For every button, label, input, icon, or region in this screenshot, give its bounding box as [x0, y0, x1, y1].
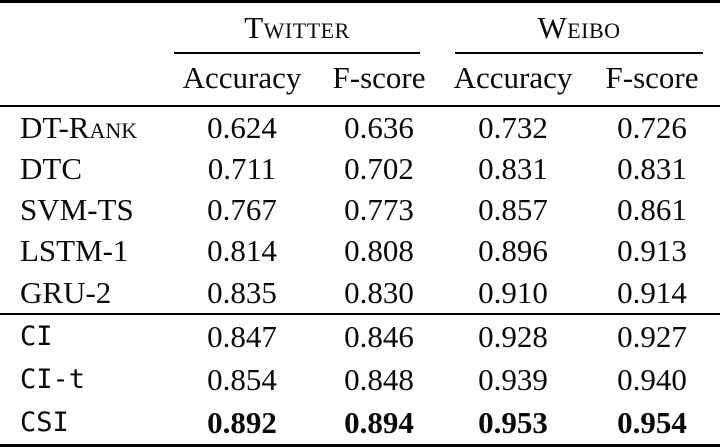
group-header-row: Twitter Weibo: [0, 1, 720, 108]
column-group-weibo: Weibo: [442, 2, 720, 55]
group-underline-twitter: Twitter: [174, 3, 420, 55]
table-row: CI-t 0.854 0.848 0.939 0.940: [0, 358, 720, 401]
cell-value: 0.940: [617, 361, 687, 397]
cell-value: 0.910: [442, 271, 584, 315]
row-label: CI-t: [20, 363, 86, 395]
cell-value: 0.702: [344, 151, 414, 187]
cell-value: 0.773: [344, 192, 414, 228]
cell-value: 0.808: [344, 233, 414, 269]
row-label: SVM-TS: [20, 192, 134, 228]
cell-value: 0.732: [478, 110, 548, 146]
cell-value: 0.894: [344, 404, 414, 440]
row-label: DTC: [20, 151, 82, 187]
col-header-twitter-accuracy: Accuracy: [168, 54, 316, 108]
cell-value: 0.831: [617, 151, 687, 187]
col-header-weibo-fscore: F-score: [584, 54, 720, 108]
cell-value: 0.914: [584, 271, 720, 315]
col-header-weibo-accuracy: Accuracy: [442, 54, 584, 108]
cell-value: 0.847: [207, 318, 277, 354]
group-underline-weibo: Weibo: [455, 3, 703, 55]
cell-value: 0.861: [617, 192, 687, 228]
cell-value: 0.831: [478, 151, 548, 187]
baseline-rows-section: DT-Rank 0.624 0.636 0.732 0.726 DTC 0.71…: [0, 106, 720, 315]
sub-header-row: Accuracy F-score Accuracy F-score: [0, 54, 720, 108]
cell-value: 0.954: [617, 404, 687, 440]
cell-value: 0.928: [478, 318, 548, 354]
group-label-twitter: Twitter: [244, 10, 350, 45]
table-row: DT-Rank 0.624 0.636 0.732 0.726: [0, 106, 720, 148]
cell-value: 0.835: [168, 271, 316, 315]
cell-value: 0.939: [478, 361, 548, 397]
cell-value: 0.711: [207, 151, 277, 187]
corner-cell: [0, 1, 168, 108]
cell-value: 0.830: [316, 271, 442, 315]
cell-value: 0.726: [617, 110, 687, 146]
cell-value: 0.892: [207, 404, 277, 440]
row-label: CSI: [20, 407, 69, 439]
col-header-twitter-fscore: F-score: [316, 54, 442, 108]
row-label: DT-Rank: [20, 110, 138, 146]
table-row: LSTM-1 0.814 0.808 0.896 0.913: [0, 230, 720, 271]
cell-value: 0.913: [617, 233, 687, 269]
table-row: GRU-2 0.835 0.830 0.910 0.914: [0, 271, 720, 315]
table-row: DTC 0.711 0.702 0.831 0.831: [0, 148, 720, 189]
cell-value: 0.636: [344, 110, 414, 146]
row-label: LSTM-1: [20, 233, 129, 269]
cell-value: 0.927: [617, 318, 687, 354]
cell-value: 0.896: [478, 233, 548, 269]
table-row: CI 0.847 0.846 0.928 0.927: [0, 314, 720, 358]
cell-value: 0.814: [207, 233, 277, 269]
table-row: SVM-TS 0.767 0.773 0.857 0.861: [0, 189, 720, 230]
cell-value: 0.767: [207, 192, 277, 228]
cell-value: 0.846: [344, 318, 414, 354]
cell-value: 0.953: [478, 404, 548, 440]
table-header: Twitter Weibo Accuracy F-score Accuracy …: [0, 1, 720, 108]
row-label: CI: [20, 320, 53, 352]
group-label-weibo: Weibo: [537, 10, 621, 45]
cell-value: 0.624: [207, 110, 277, 146]
table-row: CSI 0.892 0.894 0.953 0.954: [0, 401, 720, 446]
column-group-twitter: Twitter: [168, 2, 442, 55]
proposed-rows-section: CI 0.847 0.846 0.928 0.927 CI-t 0.854 0.…: [0, 314, 720, 446]
cell-value: 0.848: [344, 361, 414, 397]
row-label: GRU-2: [0, 271, 168, 315]
cell-value: 0.857: [478, 192, 548, 228]
cell-value: 0.854: [207, 361, 277, 397]
